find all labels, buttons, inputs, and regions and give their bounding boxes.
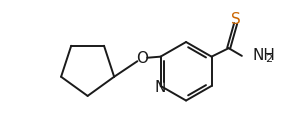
Text: O: O [136,51,148,66]
Text: N: N [155,80,166,95]
Text: NH: NH [253,48,276,63]
Text: 2: 2 [265,54,272,64]
Text: S: S [231,12,240,27]
